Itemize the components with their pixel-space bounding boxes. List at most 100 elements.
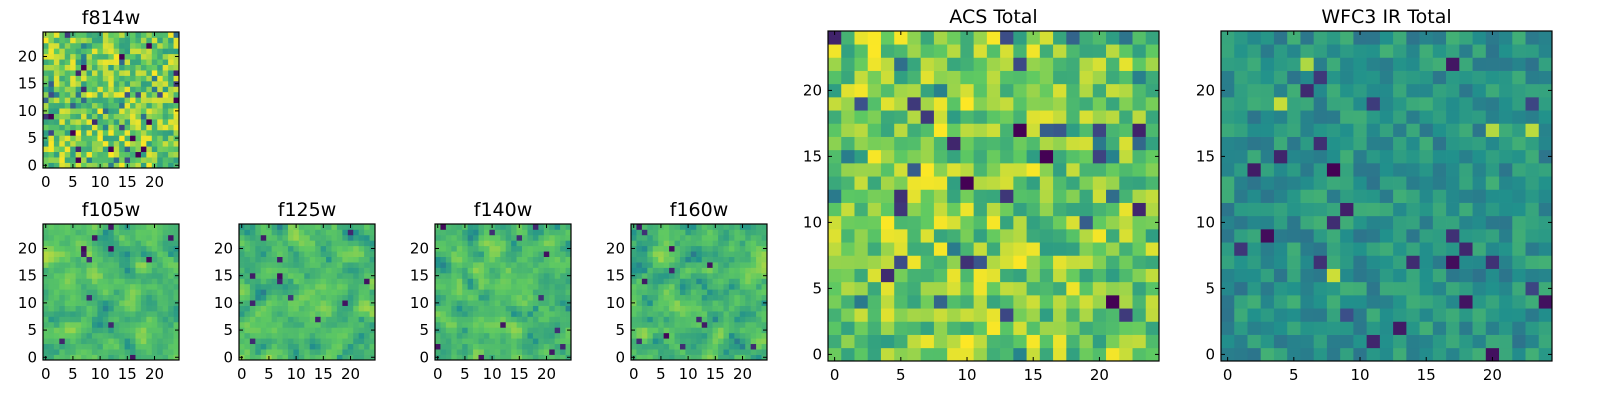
heatmap-cell bbox=[119, 240, 125, 247]
heatmap-cell bbox=[467, 229, 474, 236]
heatmap-cell bbox=[652, 229, 659, 236]
heatmap-cell bbox=[696, 338, 703, 345]
heatmap-cell bbox=[1221, 176, 1235, 190]
heatmap-cell bbox=[304, 305, 311, 312]
heatmap-cell bbox=[543, 316, 550, 323]
heatmap-cell bbox=[81, 64, 87, 71]
heatmap-cell bbox=[124, 135, 131, 142]
heatmap-cell bbox=[712, 256, 719, 263]
heatmap-cell bbox=[331, 349, 338, 355]
heatmap-cell bbox=[102, 102, 109, 109]
heatmap-cell bbox=[1419, 110, 1434, 124]
heatmap-cell bbox=[723, 234, 730, 241]
heatmap-cell bbox=[64, 70, 71, 76]
heatmap-cell bbox=[907, 268, 922, 283]
heatmap-cell bbox=[1260, 242, 1275, 256]
heatmap-cell bbox=[712, 289, 719, 296]
heatmap-cell bbox=[1472, 176, 1487, 190]
heatmap-cell bbox=[745, 321, 752, 328]
heatmap-cell bbox=[315, 289, 321, 296]
heatmap-cell bbox=[119, 108, 125, 114]
heatmap-cell bbox=[690, 321, 697, 328]
heatmap-cell bbox=[920, 57, 935, 71]
heatmap-cell bbox=[162, 267, 169, 274]
heatmap-cell bbox=[728, 283, 735, 290]
heatmap-cell bbox=[113, 108, 120, 114]
heatmap-cell bbox=[467, 262, 474, 268]
y-tick-label: 15 bbox=[214, 267, 233, 285]
heatmap-cell bbox=[739, 316, 746, 323]
heatmap-cell bbox=[631, 240, 637, 247]
heatmap-cell bbox=[560, 349, 566, 355]
heatmap-cell bbox=[1472, 70, 1487, 85]
heatmap-cell bbox=[146, 240, 153, 247]
heatmap-cell bbox=[364, 256, 370, 263]
heatmap-cell bbox=[933, 334, 948, 349]
heatmap-cell bbox=[973, 31, 988, 45]
heatmap-cell bbox=[1039, 189, 1054, 203]
heatmap-cell bbox=[549, 278, 556, 285]
heatmap-cell bbox=[1538, 123, 1553, 137]
heatmap-cell bbox=[854, 268, 869, 283]
heatmap-cell bbox=[48, 162, 55, 169]
heatmap-cell bbox=[1512, 110, 1526, 124]
heatmap-cell bbox=[718, 272, 724, 279]
heatmap-cell bbox=[641, 267, 648, 274]
heatmap-cell bbox=[1326, 308, 1341, 322]
heatmap-cell bbox=[549, 240, 556, 247]
chart-title: f125w bbox=[278, 199, 337, 221]
heatmap-cell bbox=[435, 349, 441, 355]
heatmap-cell bbox=[135, 129, 142, 136]
heatmap-cell bbox=[287, 289, 294, 296]
heatmap-cell bbox=[70, 102, 76, 109]
heatmap-cell bbox=[70, 267, 76, 274]
heatmap-cell bbox=[119, 124, 125, 131]
heatmap-cell bbox=[304, 327, 311, 334]
heatmap-cell bbox=[326, 338, 332, 345]
heatmap-cell bbox=[1273, 268, 1288, 283]
heatmap-cell bbox=[658, 278, 664, 285]
heatmap-cell bbox=[467, 311, 474, 317]
heatmap-cell bbox=[445, 300, 452, 306]
heatmap-cell bbox=[70, 151, 76, 158]
heatmap-cell bbox=[1273, 31, 1288, 45]
heatmap-cell bbox=[734, 245, 741, 252]
heatmap-cell bbox=[669, 327, 675, 334]
heatmap-cell bbox=[527, 272, 534, 279]
heatmap-cell bbox=[282, 294, 289, 301]
heatmap-cell bbox=[750, 245, 757, 252]
heatmap-cell bbox=[151, 91, 158, 98]
heatmap-cell bbox=[1300, 229, 1315, 243]
heatmap-cell bbox=[309, 300, 316, 306]
heatmap-cell bbox=[173, 224, 180, 230]
heatmap-cell bbox=[854, 110, 869, 124]
heatmap-cell bbox=[543, 256, 550, 263]
heatmap-cell bbox=[483, 278, 490, 285]
heatmap-cell bbox=[81, 229, 87, 236]
heatmap-cell bbox=[168, 278, 174, 285]
heatmap-cell bbox=[249, 349, 256, 355]
heatmap-cell bbox=[756, 267, 762, 274]
heatmap-cell bbox=[1234, 83, 1248, 98]
heatmap-cell bbox=[1432, 136, 1447, 151]
heatmap-cell bbox=[511, 354, 517, 361]
heatmap-cell bbox=[113, 37, 120, 44]
heatmap-cell bbox=[538, 311, 545, 317]
heatmap-cell bbox=[151, 59, 158, 65]
heatmap-cell bbox=[565, 256, 572, 263]
heatmap-cell bbox=[1053, 268, 1067, 283]
heatmap-cell bbox=[304, 272, 311, 279]
heatmap-cell bbox=[130, 283, 136, 290]
heatmap-cell bbox=[287, 300, 294, 306]
heatmap-cell bbox=[369, 229, 376, 236]
heatmap-cell bbox=[636, 316, 643, 323]
heatmap-cell bbox=[43, 64, 49, 71]
heatmap-cell bbox=[108, 59, 115, 65]
heatmap-cell bbox=[641, 224, 648, 230]
heatmap-cell bbox=[712, 245, 719, 252]
heatmap-cell bbox=[505, 343, 512, 350]
heatmap-cell bbox=[445, 294, 452, 301]
heatmap-cell bbox=[53, 234, 60, 241]
heatmap-cell bbox=[500, 262, 507, 268]
heatmap-cell bbox=[1313, 163, 1328, 177]
